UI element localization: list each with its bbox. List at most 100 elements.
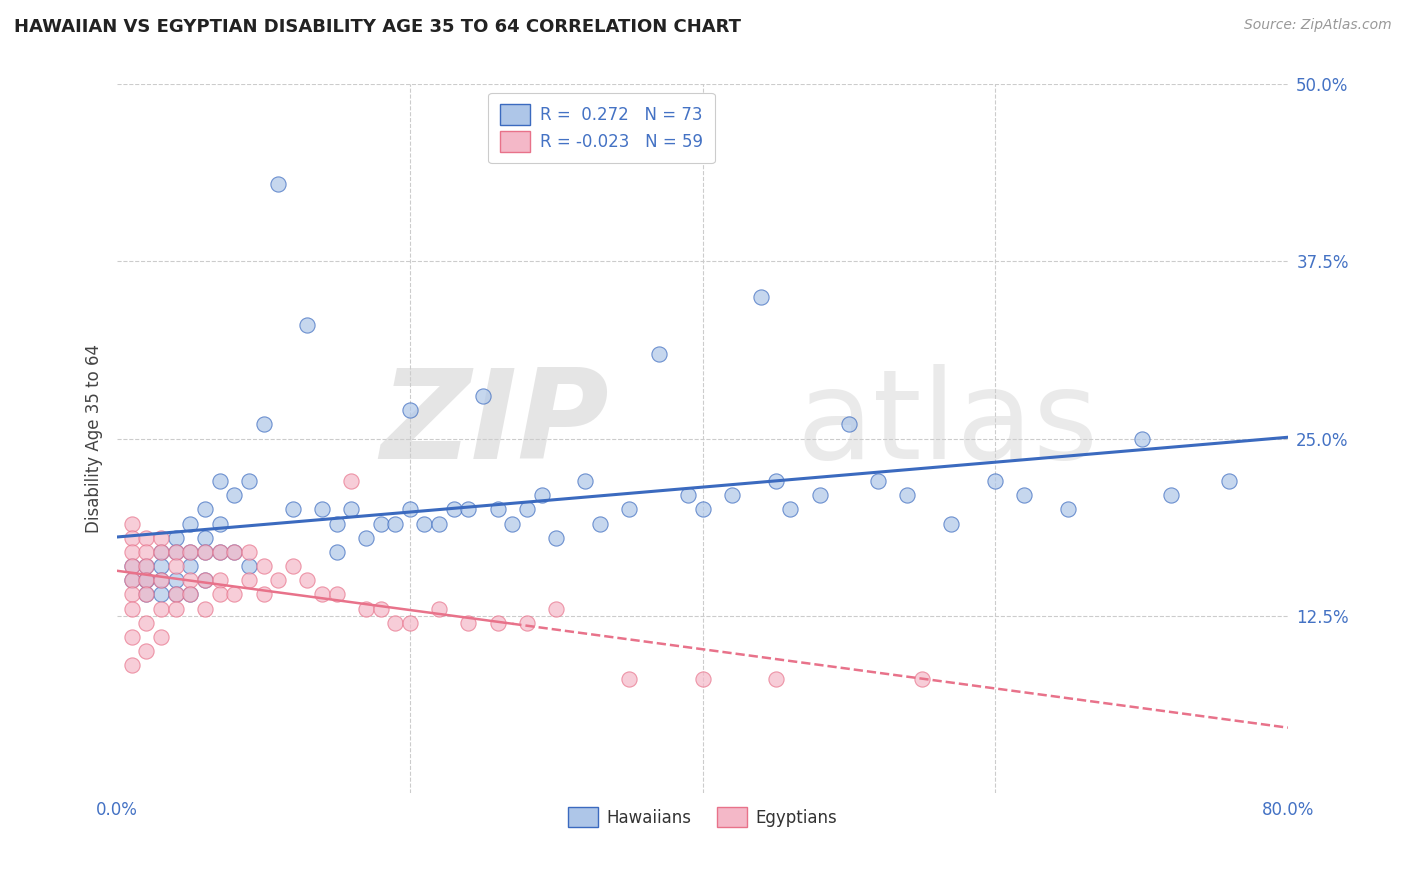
- Point: [208, 545, 231, 559]
- Point: [135, 573, 157, 587]
- Point: [325, 516, 347, 531]
- Point: [208, 587, 231, 601]
- Text: atlas: atlas: [796, 364, 1098, 485]
- Point: [354, 601, 377, 615]
- Point: [135, 615, 157, 630]
- Point: [150, 559, 173, 574]
- Point: [281, 502, 304, 516]
- Point: [224, 545, 246, 559]
- Point: [121, 601, 143, 615]
- Point: [135, 587, 157, 601]
- Point: [297, 318, 319, 333]
- Point: [208, 516, 231, 531]
- Point: [238, 559, 260, 574]
- Point: [676, 488, 699, 502]
- Legend: Hawaiians, Egyptians: Hawaiians, Egyptians: [561, 800, 844, 834]
- Point: [179, 587, 201, 601]
- Point: [1057, 502, 1080, 516]
- Point: [765, 673, 787, 687]
- Point: [135, 644, 157, 658]
- Point: [546, 531, 568, 545]
- Text: Source: ZipAtlas.com: Source: ZipAtlas.com: [1244, 18, 1392, 32]
- Point: [1130, 432, 1153, 446]
- Point: [808, 488, 831, 502]
- Point: [238, 573, 260, 587]
- Point: [135, 573, 157, 587]
- Point: [267, 573, 290, 587]
- Point: [486, 502, 509, 516]
- Point: [121, 531, 143, 545]
- Point: [150, 587, 173, 601]
- Point: [150, 630, 173, 644]
- Point: [427, 601, 450, 615]
- Point: [530, 488, 553, 502]
- Point: [325, 587, 347, 601]
- Point: [984, 474, 1007, 488]
- Point: [765, 474, 787, 488]
- Point: [589, 516, 612, 531]
- Point: [135, 545, 157, 559]
- Point: [779, 502, 801, 516]
- Point: [150, 531, 173, 545]
- Point: [896, 488, 918, 502]
- Point: [427, 516, 450, 531]
- Point: [121, 587, 143, 601]
- Point: [413, 516, 436, 531]
- Point: [297, 573, 319, 587]
- Y-axis label: Disability Age 35 to 64: Disability Age 35 to 64: [86, 344, 103, 533]
- Point: [692, 673, 714, 687]
- Point: [354, 531, 377, 545]
- Point: [546, 601, 568, 615]
- Point: [252, 587, 274, 601]
- Point: [399, 615, 422, 630]
- Point: [194, 545, 217, 559]
- Point: [619, 502, 641, 516]
- Point: [838, 417, 860, 432]
- Point: [472, 389, 495, 403]
- Point: [281, 559, 304, 574]
- Point: [208, 573, 231, 587]
- Point: [121, 559, 143, 574]
- Point: [179, 545, 201, 559]
- Point: [340, 502, 363, 516]
- Point: [150, 545, 173, 559]
- Point: [647, 346, 669, 360]
- Point: [165, 587, 187, 601]
- Point: [135, 559, 157, 574]
- Point: [150, 573, 173, 587]
- Point: [135, 573, 157, 587]
- Point: [370, 516, 392, 531]
- Point: [516, 615, 538, 630]
- Point: [121, 630, 143, 644]
- Point: [135, 559, 157, 574]
- Point: [267, 177, 290, 191]
- Point: [224, 587, 246, 601]
- Point: [165, 587, 187, 601]
- Point: [911, 673, 934, 687]
- Point: [135, 531, 157, 545]
- Point: [457, 502, 479, 516]
- Point: [399, 502, 422, 516]
- Point: [340, 474, 363, 488]
- Point: [370, 601, 392, 615]
- Point: [720, 488, 742, 502]
- Point: [121, 573, 143, 587]
- Point: [238, 474, 260, 488]
- Point: [224, 488, 246, 502]
- Point: [224, 545, 246, 559]
- Point: [692, 502, 714, 516]
- Point: [194, 601, 217, 615]
- Point: [311, 502, 333, 516]
- Point: [486, 615, 509, 630]
- Point: [868, 474, 890, 488]
- Point: [749, 290, 772, 304]
- Point: [457, 615, 479, 630]
- Point: [252, 559, 274, 574]
- Point: [150, 545, 173, 559]
- Point: [194, 531, 217, 545]
- Point: [121, 545, 143, 559]
- Point: [135, 587, 157, 601]
- Point: [179, 516, 201, 531]
- Point: [574, 474, 596, 488]
- Point: [121, 559, 143, 574]
